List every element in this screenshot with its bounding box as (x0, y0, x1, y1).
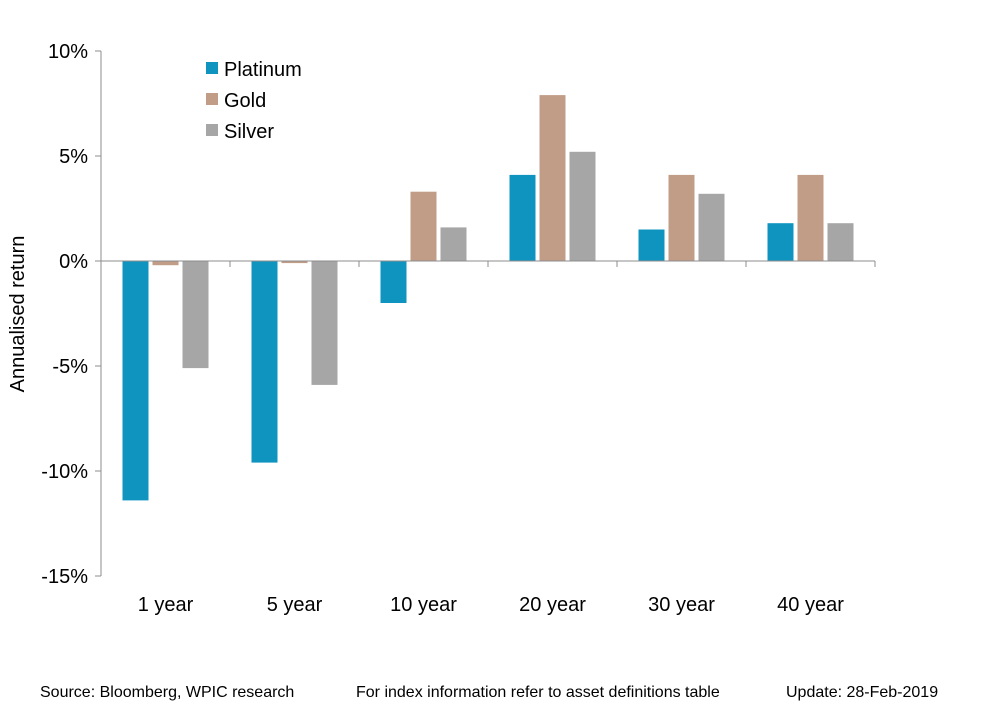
legend-label-platinum: Platinum (224, 59, 302, 81)
x-tick-label: 40 year (777, 594, 844, 616)
x-tick-label: 30 year (648, 594, 715, 616)
x-tick-label: 1 year (138, 594, 194, 616)
source-note: Source: Bloomberg, WPIC research (40, 684, 295, 701)
bar-silver-1-year (182, 261, 209, 369)
x-tick-label: 20 year (519, 594, 586, 616)
bar-silver-10-year (440, 227, 467, 261)
bar-gold-40-year (797, 174, 824, 261)
legend-label-silver: Silver (224, 121, 274, 143)
x-tick-label: 10 year (390, 594, 457, 616)
y-tick-label: -10% (41, 461, 88, 483)
bar-silver-40-year (827, 223, 854, 261)
x-tick-label: 5 year (267, 594, 323, 616)
y-tick-label: -5% (52, 356, 88, 378)
y-tick-label: 0% (59, 251, 88, 273)
bar-gold-1-year (152, 261, 179, 266)
bar-platinum-20-year (509, 174, 536, 261)
bar-gold-5-year (281, 261, 308, 264)
bar-platinum-5-year (251, 261, 278, 463)
legend: Platinum Gold Silver (206, 59, 302, 143)
bar-gold-10-year (410, 191, 437, 261)
legend-swatch-gold (206, 93, 218, 105)
y-axis: 10% 5% 0% -5% -10% -15% (41, 41, 102, 588)
legend-label-gold: Gold (224, 90, 266, 112)
update-date: Update: 28-Feb-2019 (786, 684, 939, 701)
y-tick-label: 10% (48, 41, 88, 63)
bar-silver-5-year (311, 261, 338, 385)
index-note: For index information refer to asset def… (356, 684, 720, 701)
bar-platinum-40-year (767, 223, 794, 261)
bar-silver-20-year (569, 151, 596, 261)
bar-platinum-1-year (122, 261, 149, 501)
bar-gold-30-year (668, 174, 695, 261)
legend-swatch-silver (206, 124, 218, 136)
y-tick-label: 5% (59, 146, 88, 168)
bar-platinum-10-year (380, 261, 407, 303)
bar-gold-20-year (539, 95, 566, 261)
bars (122, 95, 854, 501)
y-tick-label: -15% (41, 566, 88, 588)
bar-silver-30-year (698, 193, 725, 261)
bar-platinum-30-year (638, 229, 665, 261)
y-axis-label: Annualised return (7, 236, 29, 393)
x-axis: 1 year 5 year 10 year 20 year 30 year 40 year (101, 260, 876, 616)
legend-swatch-platinum (206, 62, 218, 74)
